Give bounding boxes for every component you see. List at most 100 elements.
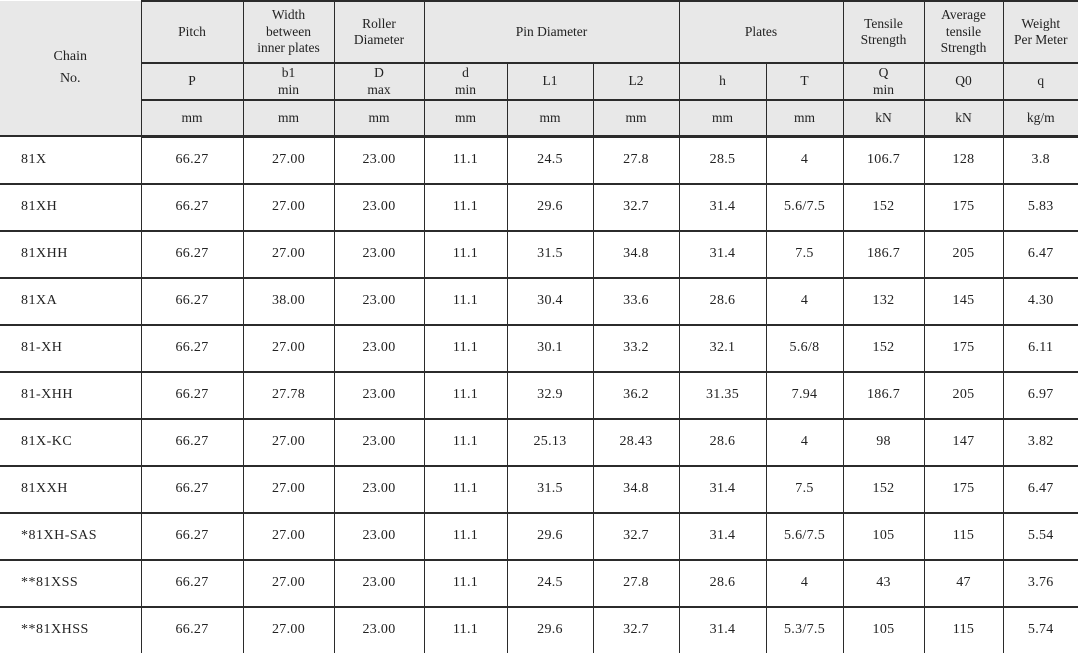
value-cell: 31.4	[678, 605, 767, 653]
value-cell: 27.8	[592, 558, 680, 608]
value-cell: 28.6	[678, 558, 767, 608]
value-cell: 32.7	[592, 605, 680, 653]
value-cell: 23.00	[333, 417, 425, 467]
value-cell: 24.5	[506, 135, 594, 185]
value-cell: 66.27	[140, 464, 244, 514]
value-cell: 5.83	[1002, 182, 1078, 232]
value-cell: 29.6	[506, 511, 594, 561]
value-cell: 38.00	[242, 276, 335, 326]
table-row: 81-XH 66.27 27.00 23.00 11.1 30.1 33.2 32.1 5.6/…	[0, 323, 1078, 373]
header-pitch: Pitch	[140, 0, 244, 64]
header-roller-diameter: Roller Diameter	[333, 0, 425, 64]
value-cell: 31.4	[678, 511, 767, 561]
chain-no-cell: 81XHH	[0, 229, 142, 279]
table-header: Chain No. Pitch Width between inner plat…	[0, 0, 1078, 138]
value-cell: 29.6	[506, 605, 594, 653]
value-cell: 4.30	[1002, 276, 1078, 326]
value-cell: 27.00	[242, 605, 335, 653]
chain-no-cell: 81XA	[0, 276, 142, 326]
value-cell: 27.00	[242, 323, 335, 373]
value-cell: 4	[765, 417, 844, 467]
value-cell: 5.3/7.5	[765, 605, 844, 653]
unit-q0: kN	[923, 99, 1004, 138]
header-plates: Plates	[678, 0, 844, 64]
value-cell: 11.1	[423, 558, 508, 608]
value-cell: 7.5	[765, 464, 844, 514]
chain-no-cell: 81-XH	[0, 323, 142, 373]
table-body: 81X 66.27 27.00 23.00 11.1 24.5 27.8 28.5 4 106.7…	[0, 135, 1078, 653]
value-cell: 4	[765, 558, 844, 608]
value-cell: 29.6	[506, 182, 594, 232]
value-cell: 4	[765, 276, 844, 326]
value-cell: 66.27	[140, 370, 244, 420]
value-cell: 31.5	[506, 464, 594, 514]
value-cell: 175	[923, 464, 1004, 514]
value-cell: 47	[923, 558, 1004, 608]
value-cell: 32.9	[506, 370, 594, 420]
symbol-b1-min: b1 min	[242, 62, 335, 101]
value-cell: 11.1	[423, 182, 508, 232]
value-cell: 66.27	[140, 511, 244, 561]
table-row: 81X 66.27 27.00 23.00 11.1 24.5 27.8 28.5 4 106.7…	[0, 135, 1078, 185]
value-cell: 23.00	[333, 464, 425, 514]
chain-no-cell: 81XXH	[0, 464, 142, 514]
value-cell: 152	[842, 464, 925, 514]
value-cell: 28.6	[678, 417, 767, 467]
value-cell: 152	[842, 182, 925, 232]
value-cell: 31.5	[506, 229, 594, 279]
chain-no-cell: 81X	[0, 135, 142, 185]
value-cell: 7.5	[765, 229, 844, 279]
table-row: 81X-KC 66.27 27.00 23.00 11.1 25.13 28.43 28.6 4…	[0, 417, 1078, 467]
value-cell: 3.76	[1002, 558, 1078, 608]
value-cell: 36.2	[592, 370, 680, 420]
value-cell: 43	[842, 558, 925, 608]
symbol-d-min: d min	[423, 62, 508, 101]
chain-no-cell: 81-XHH	[0, 370, 142, 420]
value-cell: 25.13	[506, 417, 594, 467]
value-cell: 23.00	[333, 135, 425, 185]
symbol-l2: L2	[592, 62, 680, 101]
value-cell: 34.8	[592, 229, 680, 279]
symbol-header-row: P b1 min D max d min L1 L2 h T Q min Q0 …	[0, 62, 1078, 101]
symbol-d-max: D max	[333, 62, 425, 101]
header-weight-per-meter: Weight Per Meter	[1002, 0, 1078, 64]
unit-q-min: kN	[842, 99, 925, 138]
unit-d-min: mm	[423, 99, 508, 138]
value-cell: 27.00	[242, 182, 335, 232]
value-cell: 6.47	[1002, 229, 1078, 279]
value-cell: 32.1	[678, 323, 767, 373]
value-cell: 66.27	[140, 558, 244, 608]
value-cell: 23.00	[333, 323, 425, 373]
value-cell: 27.00	[242, 464, 335, 514]
chain-no-cell: **81XHSS	[0, 605, 142, 653]
table-row: 81XHH 66.27 27.00 23.00 11.1 31.5 34.8 31.4 7.5 1…	[0, 229, 1078, 279]
value-cell: 5.6/8	[765, 323, 844, 373]
value-cell: 147	[923, 417, 1004, 467]
unit-h: mm	[678, 99, 767, 138]
value-cell: 11.1	[423, 417, 508, 467]
unit-p: mm	[140, 99, 244, 138]
unit-t: mm	[765, 99, 844, 138]
value-cell: 175	[923, 182, 1004, 232]
value-cell: 28.6	[678, 276, 767, 326]
value-cell: 11.1	[423, 511, 508, 561]
value-cell: 128	[923, 135, 1004, 185]
table-row: 81-XHH 66.27 27.78 23.00 11.1 32.9 36.2 31.35 7.…	[0, 370, 1078, 420]
value-cell: 27.00	[242, 229, 335, 279]
value-cell: 66.27	[140, 323, 244, 373]
value-cell: 32.7	[592, 511, 680, 561]
unit-l1: mm	[506, 99, 594, 138]
value-cell: 152	[842, 323, 925, 373]
value-cell: 11.1	[423, 323, 508, 373]
value-cell: 3.82	[1002, 417, 1078, 467]
value-cell: 5.54	[1002, 511, 1078, 561]
symbol-p: P	[140, 62, 244, 101]
value-cell: 11.1	[423, 276, 508, 326]
value-cell: 28.43	[592, 417, 680, 467]
value-cell: 27.00	[242, 417, 335, 467]
symbol-h: h	[678, 62, 767, 101]
value-cell: 145	[923, 276, 1004, 326]
value-cell: 105	[842, 511, 925, 561]
unit-q: kg/m	[1002, 99, 1078, 138]
